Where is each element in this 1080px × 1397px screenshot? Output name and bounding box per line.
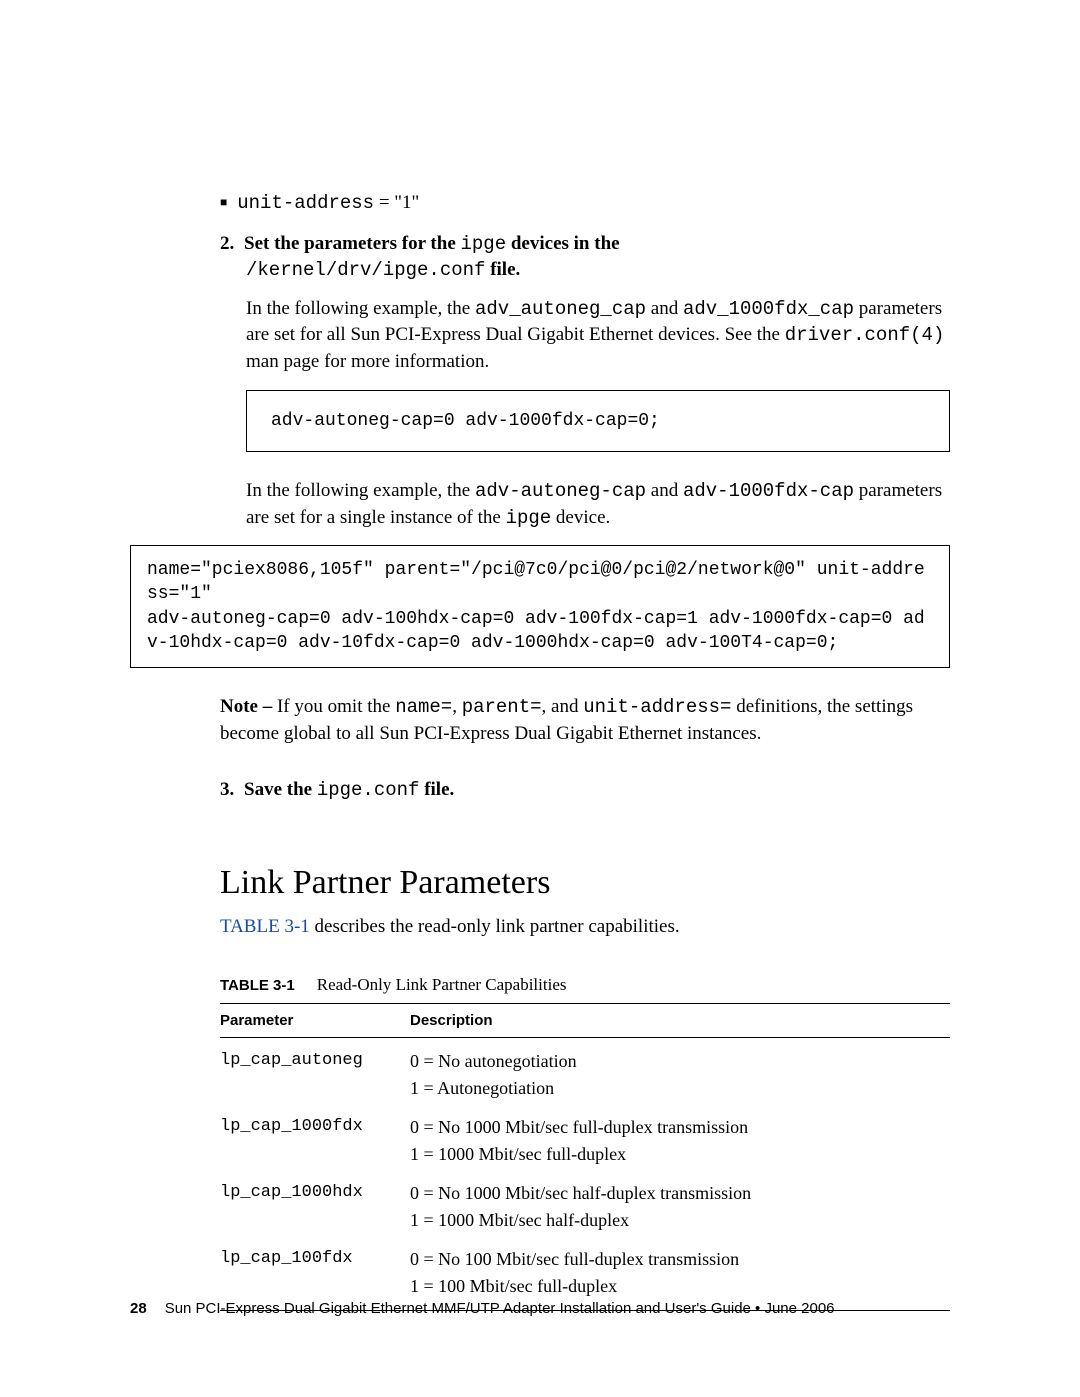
code-1-text: adv-autoneg-cap=0 adv-1000fdx-cap=0;: [271, 411, 660, 431]
note-f: , and: [542, 696, 584, 717]
table-row: lp_cap_1000hdx 0 = No 1000 Mbit/sec half…: [220, 1170, 950, 1236]
step-2-text-a: Set the parameters for the: [244, 233, 461, 254]
page-number: 28: [130, 1300, 147, 1317]
note-d: ,: [452, 696, 462, 717]
desc-cell: 0 = No 1000 Mbit/sec half-duplex transmi…: [410, 1170, 950, 1236]
page-footer: 28 Sun PCI-Express Dual Gigabit Ethernet …: [130, 1300, 950, 1317]
step-3-code-b: ipge.conf: [317, 779, 420, 801]
code-2-text: name="pciex8086,105f" parent="/pci@7c0/p…: [147, 560, 925, 653]
desc-0: 0 = No 1000 Mbit/sec half-duplex transmi…: [410, 1183, 751, 1203]
para1-a: In the following example, the: [246, 298, 475, 319]
code-block-2: name="pciex8086,105f" parent="/pci@7c0/p…: [130, 545, 950, 668]
param-cell: lp_cap_100fdx: [220, 1236, 410, 1311]
note-c: name=: [395, 696, 452, 718]
note-prefix: Note –: [220, 696, 277, 717]
para1-d: adv_1000fdx_cap: [683, 298, 854, 320]
param-cell: lp_cap_1000hdx: [220, 1170, 410, 1236]
para2-g: device.: [551, 507, 610, 528]
bullet-code: unit-address: [237, 192, 374, 214]
params-table: Parameter Description lp_cap_autoneg 0 =…: [220, 1003, 950, 1311]
th-parameter: Parameter: [220, 1003, 410, 1037]
step-3-number: 3.: [220, 777, 244, 804]
desc-cell: 0 = No 100 Mbit/sec full-duplex transmis…: [410, 1236, 950, 1311]
table-ref-link[interactable]: TABLE 3-1: [220, 916, 310, 937]
param-cell: lp_cap_autoneg: [220, 1037, 410, 1104]
code-block-1: adv-autoneg-cap=0 adv-1000fdx-cap=0;: [246, 390, 950, 452]
desc-0: 0 = No 100 Mbit/sec full-duplex transmis…: [410, 1249, 739, 1269]
step-2-code-b: ipge: [461, 233, 507, 255]
table-intro: TABLE 3-1 describes the read-only link p…: [220, 914, 950, 941]
note-b: If you omit the: [277, 696, 395, 717]
content-area: ■ unit-address = "1" 2.Set the parameters…: [220, 190, 950, 1311]
bullet-unit-address: ■ unit-address = "1": [220, 190, 950, 217]
note-g: unit-address=: [583, 696, 731, 718]
paragraph-1: In the following example, the adv_autone…: [246, 296, 950, 376]
desc-cell: 0 = No autonegotiation 1 = Autonegotiati…: [410, 1037, 950, 1104]
page: ■ unit-address = "1" 2.Set the parameters…: [0, 0, 1080, 1397]
para1-c: and: [646, 298, 683, 319]
table-row: lp_cap_1000fdx 0 = No 1000 Mbit/sec full…: [220, 1104, 950, 1170]
section-heading: Link Partner Parameters: [220, 864, 950, 902]
para1-f: driver.conf(4): [785, 324, 945, 346]
step-3-text-c: file.: [419, 779, 454, 800]
step-2-text-c: devices in the: [506, 233, 619, 254]
para2-a: In the following example, the: [246, 480, 475, 501]
step-2-number: 2.: [220, 231, 244, 258]
step-2: 2.Set the parameters for the ipge device…: [220, 231, 950, 284]
table-label: TABLE 3-1: [220, 977, 295, 994]
para2-c: and: [646, 480, 683, 501]
table-intro-rest: describes the read-only link partner cap…: [310, 916, 680, 937]
step-3-text-a: Save the: [244, 779, 317, 800]
desc-1: 1 = 1000 Mbit/sec half-duplex: [410, 1210, 629, 1230]
para2-b: adv-autoneg-cap: [475, 480, 646, 502]
para1-b: adv_autoneg_cap: [475, 298, 646, 320]
square-bullet-icon: ■: [220, 194, 227, 210]
bullet-rest: = "1": [374, 192, 419, 213]
desc-1: 1 = 1000 Mbit/sec full-duplex: [410, 1144, 626, 1164]
desc-0: 0 = No autonegotiation: [410, 1051, 577, 1071]
desc-1: 1 = Autonegotiation: [410, 1078, 554, 1098]
step-3: 3.Save the ipge.conf file.: [220, 777, 950, 804]
param-cell: lp_cap_1000fdx: [220, 1104, 410, 1170]
th-description: Description: [410, 1003, 950, 1037]
table-row: lp_cap_autoneg 0 = No autonegotiation 1 …: [220, 1037, 950, 1104]
para2-d: adv-1000fdx-cap: [683, 480, 854, 502]
para2-f: ipge: [506, 507, 552, 529]
desc-0: 0 = No 1000 Mbit/sec full-duplex transmi…: [410, 1117, 748, 1137]
table-title: TABLE 3-1 Read-Only Link Partner Capabili…: [220, 975, 950, 995]
desc-1: 1 = 100 Mbit/sec full-duplex: [410, 1276, 617, 1296]
footer-text: Sun PCI-Express Dual Gigabit Ethernet MM…: [165, 1300, 835, 1317]
note-block: Note – If you omit the name=, parent=, a…: [220, 694, 950, 747]
note-e: parent=: [462, 696, 542, 718]
step-2-code-d: /kernel/drv/ipge.conf: [246, 259, 485, 281]
table-caption: Read-Only Link Partner Capabilities: [317, 975, 567, 994]
step-2-text-e: file.: [485, 259, 520, 280]
para1-g: man page for more information.: [246, 351, 489, 372]
paragraph-2: In the following example, the adv-autone…: [246, 478, 950, 531]
desc-cell: 0 = No 1000 Mbit/sec full-duplex transmi…: [410, 1104, 950, 1170]
table-row: lp_cap_100fdx 0 = No 100 Mbit/sec full-d…: [220, 1236, 950, 1311]
